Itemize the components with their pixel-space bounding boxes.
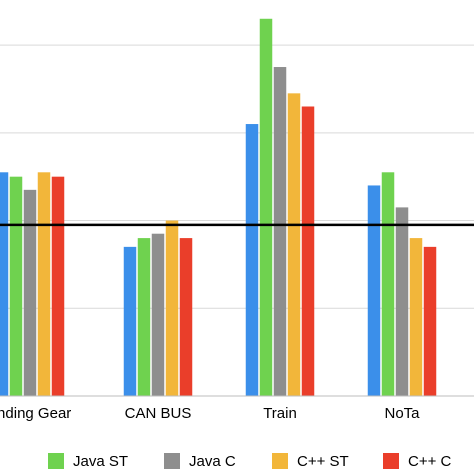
bar-c-st-anding-gear (37, 172, 51, 396)
bar-java-c-anding-gear (23, 189, 37, 396)
legend-label-c-c: C++ C (408, 453, 452, 470)
bar-java-c-can-bus (151, 233, 165, 396)
bar-lc-anding-gear (0, 172, 9, 396)
bar-java-st-anding-gear (9, 176, 23, 396)
bar-lc-can-bus (123, 246, 137, 396)
bar-java-st-nota (381, 172, 395, 396)
legend-swatch-c-st (272, 453, 288, 469)
legend-swatch-c-c (383, 453, 399, 469)
bar-java-c-train (273, 67, 287, 396)
bar-java-c-nota (395, 207, 409, 396)
bar-lc-nota (367, 185, 381, 396)
x-tick-label: CAN BUS (125, 405, 192, 422)
bar-c-c-nota (423, 246, 437, 396)
x-tick-label: NoTa (384, 405, 420, 422)
bar-c-st-nota (409, 238, 423, 396)
x-axis: anding Gear CAN BUS Train NoTa (0, 395, 474, 422)
legend-swatch-java-st (48, 453, 64, 469)
bar-c-c-anding-gear (51, 176, 65, 396)
bar-c-st-train (287, 93, 301, 396)
gridlines (0, 44, 474, 309)
bar-c-st-can-bus (165, 220, 179, 396)
bar-c-c-can-bus (179, 238, 193, 396)
bar-java-st-can-bus (137, 238, 151, 396)
legend-label-c-st: C++ ST (297, 453, 349, 470)
x-tick-label: Train (263, 405, 297, 422)
legend-label-java-c: Java C (189, 453, 236, 470)
x-tick-label: anding Gear (0, 405, 71, 422)
legend-swatch-java-c (164, 453, 180, 469)
bar-lc-train (245, 124, 259, 396)
legend-label-java-st: Java ST (73, 453, 128, 470)
bar-java-st-train (259, 18, 273, 396)
bars (0, 18, 437, 396)
bar-c-c-train (301, 106, 315, 396)
